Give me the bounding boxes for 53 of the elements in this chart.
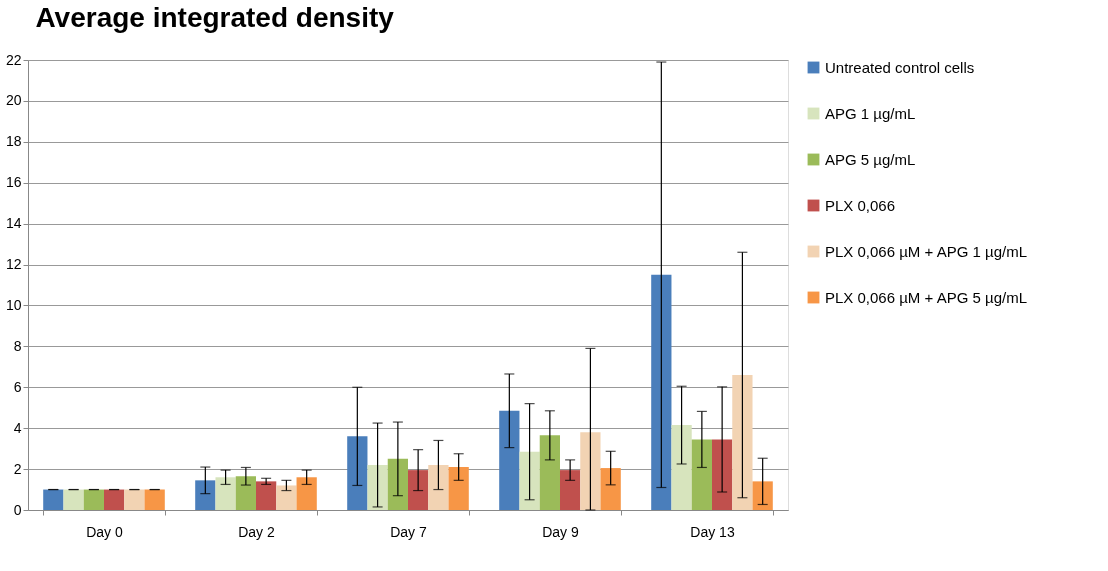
bar bbox=[712, 439, 733, 510]
bar bbox=[651, 274, 672, 510]
x-tick-label: Day 0 bbox=[86, 523, 123, 540]
x-tick-label: Day 9 bbox=[542, 523, 579, 540]
chart-title: Average integrated density bbox=[35, 2, 395, 33]
bar bbox=[539, 435, 560, 510]
y-tick-label: 20 bbox=[5, 92, 22, 109]
legend-label: APG 5 µg/mL bbox=[825, 150, 916, 168]
y-tick-label: 22 bbox=[5, 51, 22, 68]
y-tick-label: 12 bbox=[5, 256, 22, 273]
legend-label: PLX 0,066 bbox=[825, 196, 896, 214]
bar bbox=[560, 470, 581, 510]
bar bbox=[296, 477, 317, 510]
bar bbox=[752, 481, 773, 510]
bar bbox=[367, 465, 388, 510]
legend-label: APG 1 µg/mL bbox=[825, 104, 916, 122]
bar bbox=[63, 489, 84, 510]
y-tick-label: 14 bbox=[5, 215, 22, 232]
bar bbox=[83, 489, 104, 510]
bar bbox=[732, 375, 753, 510]
y-tick-label: 4 bbox=[13, 419, 22, 436]
bar bbox=[235, 476, 256, 510]
bar bbox=[519, 451, 540, 510]
bar bbox=[215, 477, 236, 510]
x-tick-label: Day 7 bbox=[390, 523, 427, 540]
y-tick-label: 8 bbox=[13, 337, 22, 354]
bar bbox=[144, 489, 165, 510]
bar bbox=[195, 480, 216, 510]
bar bbox=[428, 465, 449, 510]
y-tick-label: 2 bbox=[13, 460, 22, 477]
y-tick-label: 18 bbox=[5, 133, 22, 150]
x-tick-label: Day 13 bbox=[690, 523, 735, 540]
bar bbox=[43, 489, 64, 510]
y-tick-label: 16 bbox=[5, 174, 22, 191]
legend-label: PLX 0,066 µM + APG 5 µg/mL bbox=[825, 288, 1027, 306]
bar bbox=[580, 432, 601, 510]
bar bbox=[276, 485, 297, 510]
bar bbox=[124, 489, 145, 510]
bar bbox=[347, 436, 368, 510]
y-tick-label: 0 bbox=[13, 501, 22, 518]
bar bbox=[448, 467, 469, 510]
y-tick-label: 10 bbox=[5, 296, 22, 313]
bar bbox=[387, 458, 408, 510]
legend-label: Untreated control cells bbox=[825, 58, 975, 76]
bar bbox=[408, 470, 429, 510]
bar bbox=[104, 489, 125, 510]
bar bbox=[600, 468, 621, 510]
bar bbox=[499, 410, 520, 510]
bar bbox=[691, 439, 712, 510]
y-tick-label: 6 bbox=[13, 378, 22, 395]
x-tick-label: Day 2 bbox=[238, 523, 275, 540]
bar bbox=[671, 425, 692, 510]
legend-label: PLX 0,066 µM + APG 1 µg/mL bbox=[825, 242, 1027, 260]
